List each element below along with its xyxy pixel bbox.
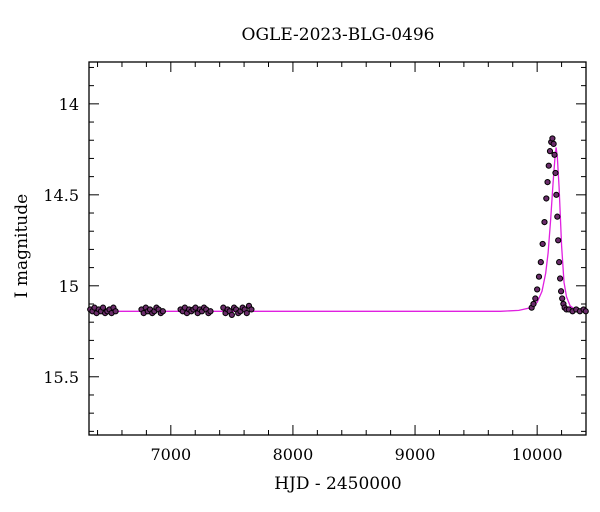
data-point [553, 191, 560, 198]
data-point [556, 259, 563, 266]
data-point [544, 178, 551, 186]
model-curve [89, 147, 587, 312]
data-point [228, 311, 235, 319]
y-tick-label: 15 [59, 277, 79, 296]
plot-frame [88, 61, 587, 436]
data-point [534, 286, 541, 293]
data-point [551, 151, 558, 158]
data-point [99, 304, 107, 311]
data-point [539, 240, 546, 248]
data-point [557, 275, 564, 282]
data-point [545, 162, 552, 169]
data-point [207, 308, 214, 315]
data-point [546, 148, 554, 155]
data-point [541, 219, 548, 226]
data-point [549, 135, 556, 142]
x-tick-label: 9000 [395, 445, 436, 464]
axis-ticks: 7000 8000 9000 10000 14 14.5 15 15.5 [43, 62, 587, 464]
data-point [557, 288, 565, 295]
data-points-layer [87, 135, 589, 319]
y-tick-label: 14.5 [43, 186, 79, 205]
data-point [112, 308, 119, 315]
data-point [554, 213, 561, 220]
data-point [555, 237, 562, 244]
y-tick-label: 15.5 [43, 368, 79, 387]
model-curve-layer [89, 147, 587, 312]
data-point [243, 309, 250, 317]
x-axis-label: HJD - 2450000 [274, 474, 402, 494]
x-tick-label: 10000 [512, 445, 563, 464]
data-point [582, 308, 589, 315]
data-point [559, 295, 566, 302]
data-point [550, 140, 557, 147]
data-point [537, 259, 544, 266]
data-point [543, 195, 550, 202]
data-point [248, 306, 255, 313]
y-axis-label: I magnitude [12, 194, 32, 298]
data-point [535, 273, 543, 280]
data-point [159, 308, 166, 315]
data-point [532, 295, 539, 302]
y-tick-label: 14 [59, 95, 79, 114]
x-tick-label: 7000 [150, 445, 191, 464]
chart-title: OGLE-2023-BLG-0496 [242, 25, 435, 45]
data-point [552, 169, 559, 177]
x-tick-label: 8000 [273, 445, 314, 464]
data-point [530, 300, 537, 308]
